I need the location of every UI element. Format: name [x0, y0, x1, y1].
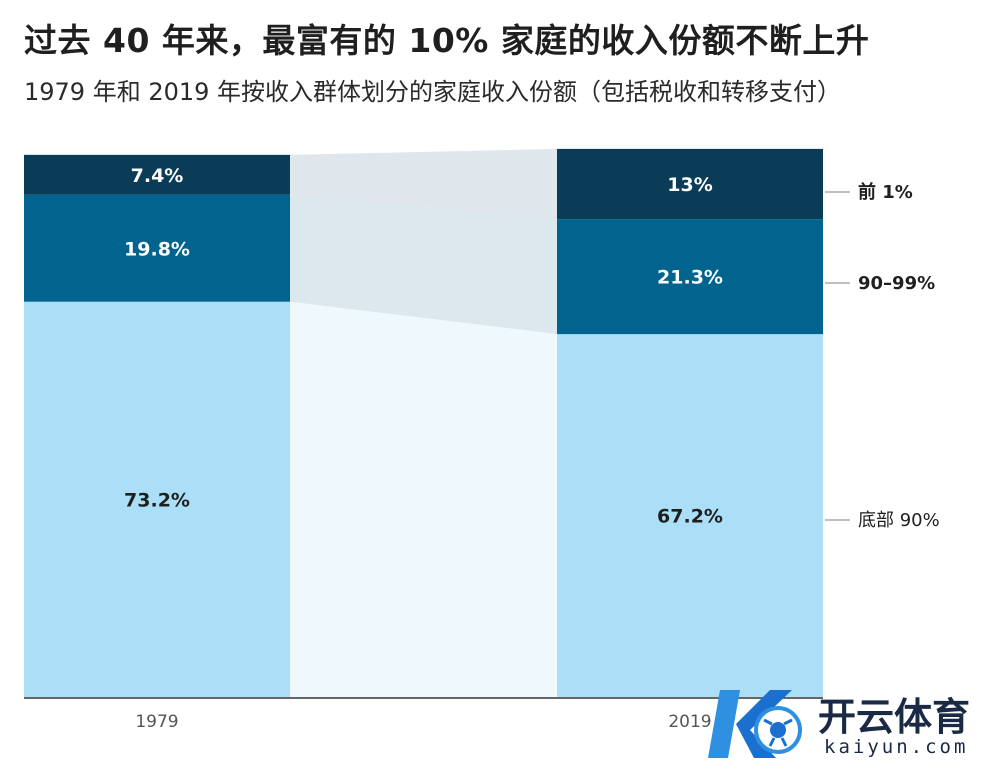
x-tick-label: 1979 — [135, 712, 178, 732]
data-label: 19.8% — [124, 238, 190, 260]
watermark-url: kaiyun.com — [824, 736, 969, 758]
data-label: 13% — [667, 174, 712, 196]
legend-label: 前 1% — [858, 181, 913, 203]
bar-segment — [557, 334, 823, 697]
kaiyun-logo-icon — [708, 690, 802, 758]
chart-subtitle: 1979 年和 2019 年按收入群体划分的家庭收入份额（包括税收和转移支付） — [24, 78, 842, 106]
bar-segment — [557, 148, 823, 220]
connector-band — [290, 194, 557, 335]
data-label: 67.2% — [657, 506, 723, 528]
legend-label: 底部 90% — [858, 510, 940, 531]
chart-title: 过去 40 年来，最富有的 10% 家庭的收入份额不断上升 — [24, 21, 870, 60]
connector-band — [290, 148, 557, 220]
bar-segment — [24, 301, 290, 697]
bar-segment — [24, 154, 290, 195]
data-label: 73.2% — [124, 489, 190, 511]
watermark-brand: 开云体育 — [818, 695, 971, 739]
data-label: 21.3% — [657, 267, 723, 289]
x-tick-label: 2019 — [668, 712, 711, 732]
legend-label: 90–99% — [858, 273, 935, 294]
connector-band — [290, 301, 557, 697]
bar-segment — [557, 219, 823, 335]
data-label: 7.4% — [131, 165, 184, 187]
bar-segment — [24, 194, 290, 302]
